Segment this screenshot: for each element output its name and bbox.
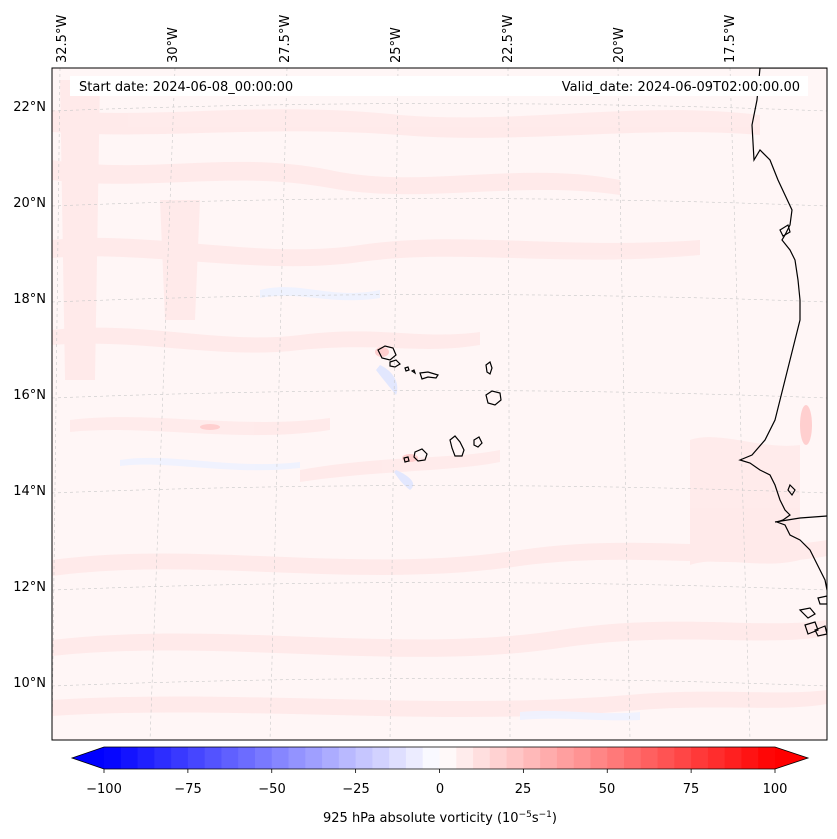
colorbar-segment bbox=[674, 747, 692, 769]
colorbar-segment bbox=[154, 747, 172, 769]
lon-label: 20°W bbox=[612, 27, 627, 63]
colorbar-segment bbox=[758, 747, 776, 769]
cb-tick-label: −25 bbox=[342, 782, 369, 797]
brava-island bbox=[403, 456, 410, 463]
colorbar-segment bbox=[590, 747, 608, 769]
colorbar-segment bbox=[439, 747, 457, 769]
colorbar-segment bbox=[724, 747, 743, 769]
coastline bbox=[738, 68, 827, 637]
colorbar: −100 −75 −50 −25 0 25 50 75 100 925 hPa … bbox=[70, 746, 810, 826]
colorbar-segment bbox=[489, 747, 508, 769]
colorbar-segments bbox=[104, 747, 776, 769]
colorbar-segment bbox=[640, 747, 659, 769]
graticule bbox=[52, 68, 827, 740]
lon-label: 30°W bbox=[166, 27, 181, 63]
colorbar-segment bbox=[338, 747, 357, 769]
cape-verde-islands bbox=[377, 345, 502, 463]
colorbar-segment bbox=[271, 747, 290, 769]
colorbar-segment bbox=[707, 747, 726, 769]
lat-label: 10°N bbox=[13, 676, 46, 691]
colorbar-segment bbox=[607, 747, 625, 769]
lat-label: 22°N bbox=[13, 100, 46, 115]
cb-tick-label: 100 bbox=[763, 782, 788, 797]
date-banner bbox=[70, 76, 808, 96]
colorbar-segment bbox=[372, 747, 390, 769]
lon-label: 22.5°W bbox=[501, 15, 516, 63]
cb-tick-label: −75 bbox=[174, 782, 201, 797]
colorbar-ticks bbox=[103, 769, 776, 773]
vorticity-contours bbox=[52, 80, 827, 717]
lon-label: 32.5°W bbox=[55, 15, 70, 63]
santo-antao-island bbox=[377, 345, 397, 361]
colorbar-segment bbox=[473, 747, 491, 769]
lon-label: 25°W bbox=[389, 27, 404, 63]
colorbar-segment bbox=[104, 747, 122, 769]
colorbar-title: 925 hPa absolute vorticity (10−5s−1) bbox=[323, 810, 557, 826]
cb-tick-label: −100 bbox=[86, 782, 122, 797]
africa-coastline bbox=[738, 68, 827, 591]
colorbar-segment bbox=[540, 747, 558, 769]
cb-tick-label: −50 bbox=[258, 782, 285, 797]
colorbar-segment bbox=[506, 747, 524, 769]
longitude-labels: 32.5°W 30°W 27.5°W 25°W 22.5°W 20°W 17.5… bbox=[55, 15, 738, 63]
lat-label: 20°N bbox=[13, 196, 46, 211]
lat-label: 12°N bbox=[13, 580, 46, 595]
colorbar-segment bbox=[405, 747, 424, 769]
colorbar-segment bbox=[187, 747, 206, 769]
colorbar-extend-high bbox=[775, 747, 808, 769]
colorbar-segment bbox=[741, 747, 759, 769]
colorbar-segment bbox=[523, 747, 541, 769]
lon-label: 17.5°W bbox=[723, 15, 738, 63]
colorbar-segment bbox=[221, 747, 239, 769]
colorbar-segment bbox=[355, 747, 374, 769]
negative-vorticity-streaks bbox=[120, 287, 640, 721]
sao-nicolau-island bbox=[419, 371, 439, 380]
cb-tick-label: 25 bbox=[515, 782, 532, 797]
cb-tick-label: 75 bbox=[683, 782, 700, 797]
colorbar-segment bbox=[389, 747, 407, 769]
boa-vista-island bbox=[485, 390, 502, 406]
colorbar-segment bbox=[624, 747, 642, 769]
colorbar-segment bbox=[456, 747, 474, 769]
valid-date-label: Valid_date: 2024-06-09T02:00:00.00 bbox=[562, 80, 800, 95]
colorbar-segment bbox=[204, 747, 223, 769]
colorbar-segment bbox=[691, 747, 709, 769]
colorbar-segment bbox=[137, 747, 155, 769]
fogo-island bbox=[413, 448, 428, 462]
lat-label: 14°N bbox=[13, 484, 46, 499]
colorbar-extend-low bbox=[72, 747, 104, 769]
sal-island bbox=[485, 361, 493, 375]
colorbar-segment bbox=[322, 747, 340, 769]
colorbar-segment bbox=[573, 747, 592, 769]
cb-tick-label: 50 bbox=[599, 782, 616, 797]
maio-island bbox=[473, 436, 483, 448]
colorbar-segment bbox=[120, 747, 139, 769]
lat-label: 16°N bbox=[13, 388, 46, 403]
senegal-gambia-coast bbox=[774, 515, 827, 523]
lon-label: 27.5°W bbox=[278, 15, 293, 63]
colorbar-segment bbox=[556, 747, 575, 769]
colorbar-tick-labels: −100 −75 −50 −25 0 25 50 75 100 bbox=[86, 782, 787, 797]
cb-tick-label: 0 bbox=[436, 782, 444, 797]
colorbar-segment bbox=[171, 747, 189, 769]
colorbar-segment bbox=[254, 747, 273, 769]
sao-vicente-island bbox=[389, 359, 401, 368]
map-frame bbox=[51, 67, 828, 741]
colorbar-segment bbox=[288, 747, 306, 769]
colorbar-segment bbox=[305, 747, 323, 769]
santiago-island bbox=[449, 435, 465, 457]
map-panel bbox=[52, 68, 827, 740]
colorbar-segment bbox=[422, 747, 441, 769]
colorbar-segment bbox=[238, 747, 256, 769]
lat-label: 18°N bbox=[13, 292, 46, 307]
latitude-labels: 22°N 20°N 18°N 16°N 14°N 12°N 10°N bbox=[13, 100, 46, 691]
colorbar-segment bbox=[657, 747, 675, 769]
start-date-label: Start date: 2024-06-08_00:00:00 bbox=[79, 80, 293, 95]
